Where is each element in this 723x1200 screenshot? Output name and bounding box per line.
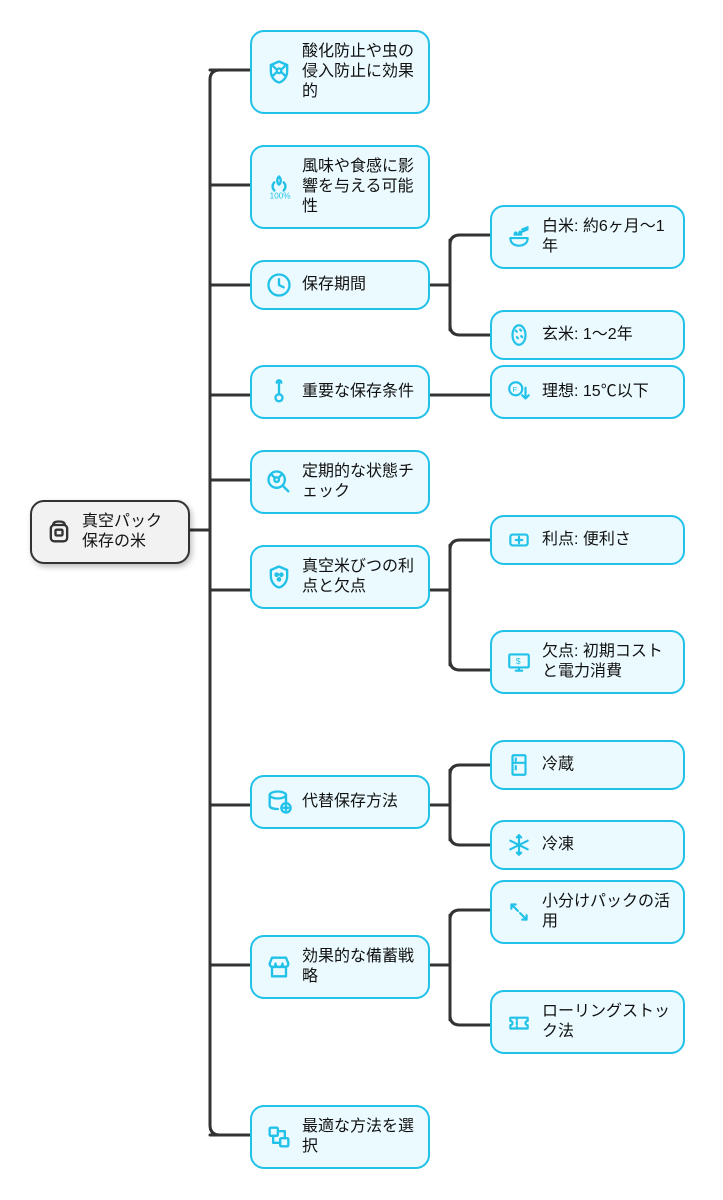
root-node[interactable]: 真空パック保存の米	[30, 500, 190, 564]
svg-text:$: $	[516, 656, 521, 666]
node-label: 理想: 15℃以下	[542, 382, 649, 402]
node-label: 代替保存方法	[302, 792, 398, 812]
plus-box-icon	[504, 525, 534, 555]
node-label: 重要な保存条件	[302, 382, 414, 402]
snowflake-icon	[504, 830, 534, 860]
node-white-rice[interactable]: 白米: 約6ヶ月〜1年	[490, 205, 685, 269]
node-cons[interactable]: $ 欠点: 初期コストと電力消費	[490, 630, 685, 694]
node-ideal-temp[interactable]: F 理想: 15℃以下	[490, 365, 685, 419]
node-strategy[interactable]: 効果的な備蓄戦略	[250, 935, 430, 999]
grain-100-icon: 100%	[264, 172, 294, 202]
database-plus-icon	[264, 787, 294, 817]
node-proscons[interactable]: 真空米びつの利点と欠点	[250, 545, 430, 609]
temp-down-icon: F	[504, 377, 534, 407]
arrows-branch-icon	[264, 1122, 294, 1152]
node-fridge[interactable]: 冷蔵	[490, 740, 685, 790]
node-brown-rice[interactable]: 玄米: 1〜2年	[490, 310, 685, 360]
node-label: 欠点: 初期コストと電力消費	[542, 642, 671, 682]
rice-bowl-icon	[504, 222, 534, 252]
node-label: 風味や食感に影響を与える可能性	[302, 157, 416, 217]
rice-container-icon	[44, 517, 74, 547]
store-icon	[264, 952, 294, 982]
mindmap-canvas: 真空パック保存の米 酸化防止や虫の侵入防止に効果的 100% 風味や食感に影響を…	[0, 0, 723, 1200]
thermometer-icon	[264, 377, 294, 407]
node-check[interactable]: 定期的な状態チェック	[250, 450, 430, 514]
svg-text:100%: 100%	[270, 192, 291, 201]
node-period[interactable]: 保存期間	[250, 260, 430, 310]
node-label: 玄米: 1〜2年	[542, 325, 633, 345]
node-small-packs[interactable]: 小分けパックの活用	[490, 880, 685, 944]
node-label: 保存期間	[302, 275, 366, 295]
fridge-icon	[504, 750, 534, 780]
clock-icon	[264, 270, 294, 300]
node-label: 酸化防止や虫の侵入防止に効果的	[302, 42, 416, 102]
node-freeze[interactable]: 冷凍	[490, 820, 685, 870]
shield-bug-icon	[264, 57, 294, 87]
node-label: 白米: 約6ヶ月〜1年	[542, 217, 671, 257]
split-arrow-icon	[504, 897, 534, 927]
node-label: 定期的な状態チェック	[302, 462, 416, 502]
node-choose[interactable]: 最適な方法を選択	[250, 1105, 430, 1169]
node-flavor[interactable]: 100% 風味や食感に影響を与える可能性	[250, 145, 430, 229]
node-label: 効果的な備蓄戦略	[302, 947, 416, 987]
node-pros[interactable]: 利点: 便利さ	[490, 515, 685, 565]
node-label: 真空米びつの利点と欠点	[302, 557, 416, 597]
shield-dots-icon	[264, 562, 294, 592]
cost-monitor-icon: $	[504, 647, 534, 677]
node-label: 利点: 便利さ	[542, 530, 631, 550]
node-condition[interactable]: 重要な保存条件	[250, 365, 430, 419]
node-label: ローリングストック法	[542, 1002, 671, 1042]
node-label: 冷蔵	[542, 755, 574, 775]
ticket-icon	[504, 1007, 534, 1037]
node-label: 最適な方法を選択	[302, 1117, 416, 1157]
node-label: 小分けパックの活用	[542, 892, 671, 932]
node-alt[interactable]: 代替保存方法	[250, 775, 430, 829]
root-label: 真空パック保存の米	[82, 512, 176, 552]
node-oxidation[interactable]: 酸化防止や虫の侵入防止に効果的	[250, 30, 430, 114]
node-label: 冷凍	[542, 835, 574, 855]
magnify-bug-icon	[264, 467, 294, 497]
rice-grain-icon	[504, 320, 534, 350]
svg-text:F: F	[513, 385, 518, 394]
node-rolling-stock[interactable]: ローリングストック法	[490, 990, 685, 1054]
